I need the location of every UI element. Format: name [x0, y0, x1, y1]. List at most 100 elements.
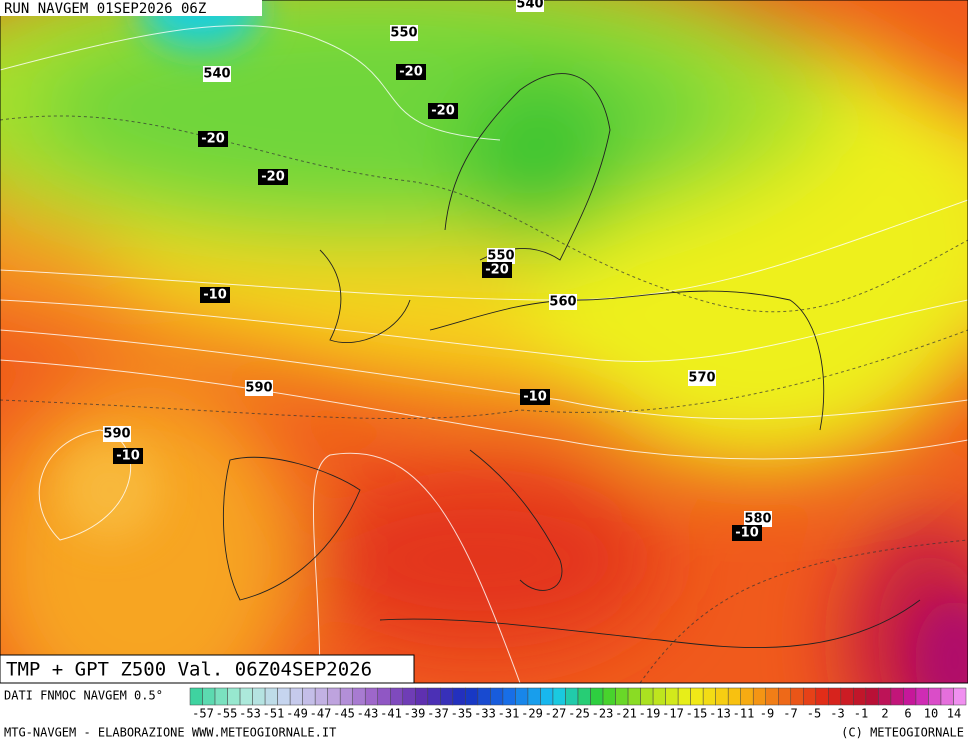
height-label: 550	[487, 249, 514, 264]
color-legend: -57 -55 -53 -51 -49 -47 -45 -43 -41 -39 -37 -35 -33-…	[189, 687, 967, 721]
height-label: 590	[103, 427, 130, 442]
color-swatch	[940, 687, 954, 706]
temperature-label: -20	[431, 104, 455, 119]
legend-label: -43	[357, 707, 379, 721]
color-swatch	[702, 687, 716, 706]
color-swatch	[352, 687, 366, 706]
color-swatch	[189, 687, 203, 706]
temperature-label-bg	[198, 131, 228, 147]
temperature-label-bg	[258, 169, 288, 185]
legend-label: -23	[592, 707, 614, 721]
color-swatch	[627, 687, 641, 706]
legend-label: 2	[881, 707, 888, 721]
legend-label: -5	[807, 707, 821, 721]
temperature-label-bg	[396, 64, 426, 80]
color-swatch	[402, 687, 416, 706]
color-swatch	[289, 687, 303, 706]
color-swatch	[327, 687, 341, 706]
color-swatch	[677, 687, 691, 706]
temperature-label: -10	[523, 390, 547, 405]
legend-label: -17	[662, 707, 684, 721]
legend-label: 10	[924, 707, 938, 721]
color-swatch	[928, 687, 942, 706]
color-swatch	[915, 687, 929, 706]
height-label-bg	[549, 294, 577, 310]
legend-label: -35	[451, 707, 473, 721]
color-swatch	[415, 687, 429, 706]
footer-right: (C) METEOGIORNALE	[841, 726, 964, 740]
color-swatch	[440, 687, 454, 706]
height-label-bg	[744, 511, 772, 527]
color-swatch	[252, 687, 266, 706]
color-swatch	[452, 687, 466, 706]
legend-label: -39	[404, 707, 426, 721]
temperature-label-bg	[520, 389, 550, 405]
color-swatch	[765, 687, 779, 706]
color-swatch	[214, 687, 228, 706]
temperature-label: -10	[116, 449, 140, 464]
height-label-bg	[390, 25, 418, 41]
color-swatch	[515, 687, 529, 706]
height-label-bg	[245, 380, 273, 396]
color-swatch	[715, 687, 729, 706]
color-swatch	[652, 687, 666, 706]
legend-label: 6	[904, 707, 911, 721]
color-swatch	[465, 687, 479, 706]
color-swatch	[477, 687, 491, 706]
run-box	[0, 0, 262, 16]
color-swatch	[840, 687, 854, 706]
legend-label: -3	[830, 707, 844, 721]
temperature-label-bg	[428, 103, 458, 119]
height-label: 570	[688, 371, 715, 386]
legend-label: -11	[733, 707, 755, 721]
footer-left: MTG-NAVGEM - ELABORAZIONE WWW.METEOGIORN…	[4, 726, 336, 740]
color-swatch	[727, 687, 741, 706]
height-label-bg	[487, 248, 515, 264]
color-swatch	[302, 687, 316, 706]
legend-label: -53	[239, 707, 261, 721]
legend-label: -55	[216, 707, 238, 721]
color-swatch	[427, 687, 441, 706]
temperature-label-bg	[482, 262, 512, 278]
color-swatch	[803, 687, 817, 706]
color-swatch	[552, 687, 566, 706]
height-label-bg	[103, 426, 131, 442]
legend-label: -33	[474, 707, 496, 721]
temperature-label: -20	[261, 170, 285, 185]
color-swatch	[828, 687, 842, 706]
color-swatch	[602, 687, 616, 706]
temperature-label: -10	[735, 526, 759, 541]
color-swatch	[878, 687, 892, 706]
height-label: 540	[203, 67, 230, 82]
color-swatch	[390, 687, 404, 706]
color-swatch	[865, 687, 879, 706]
legend-label: -13	[709, 707, 731, 721]
temperature-label: -10	[203, 288, 227, 303]
color-swatch	[615, 687, 629, 706]
legend-label: 14	[947, 707, 961, 721]
legend-label: -7	[783, 707, 797, 721]
color-swatch	[502, 687, 516, 706]
color-swatch	[590, 687, 604, 706]
height-label-bg	[688, 370, 716, 386]
color-swatch	[239, 687, 253, 706]
color-swatch	[264, 687, 278, 706]
color-swatch	[690, 687, 704, 706]
color-swatch	[640, 687, 654, 706]
color-swatch	[202, 687, 216, 706]
color-swatch	[577, 687, 591, 706]
legend-label: -29	[521, 707, 543, 721]
color-swatch	[314, 687, 328, 706]
legend-label: -27	[545, 707, 567, 721]
color-swatch	[277, 687, 291, 706]
height-label-bg	[203, 66, 231, 82]
height-label-bg	[516, 0, 544, 12]
color-swatch	[853, 687, 867, 706]
legend-label: -25	[568, 707, 590, 721]
legend-label: -45	[333, 707, 355, 721]
color-swatch	[740, 687, 754, 706]
color-swatch	[953, 687, 967, 706]
temperature-label-bg	[113, 448, 143, 464]
